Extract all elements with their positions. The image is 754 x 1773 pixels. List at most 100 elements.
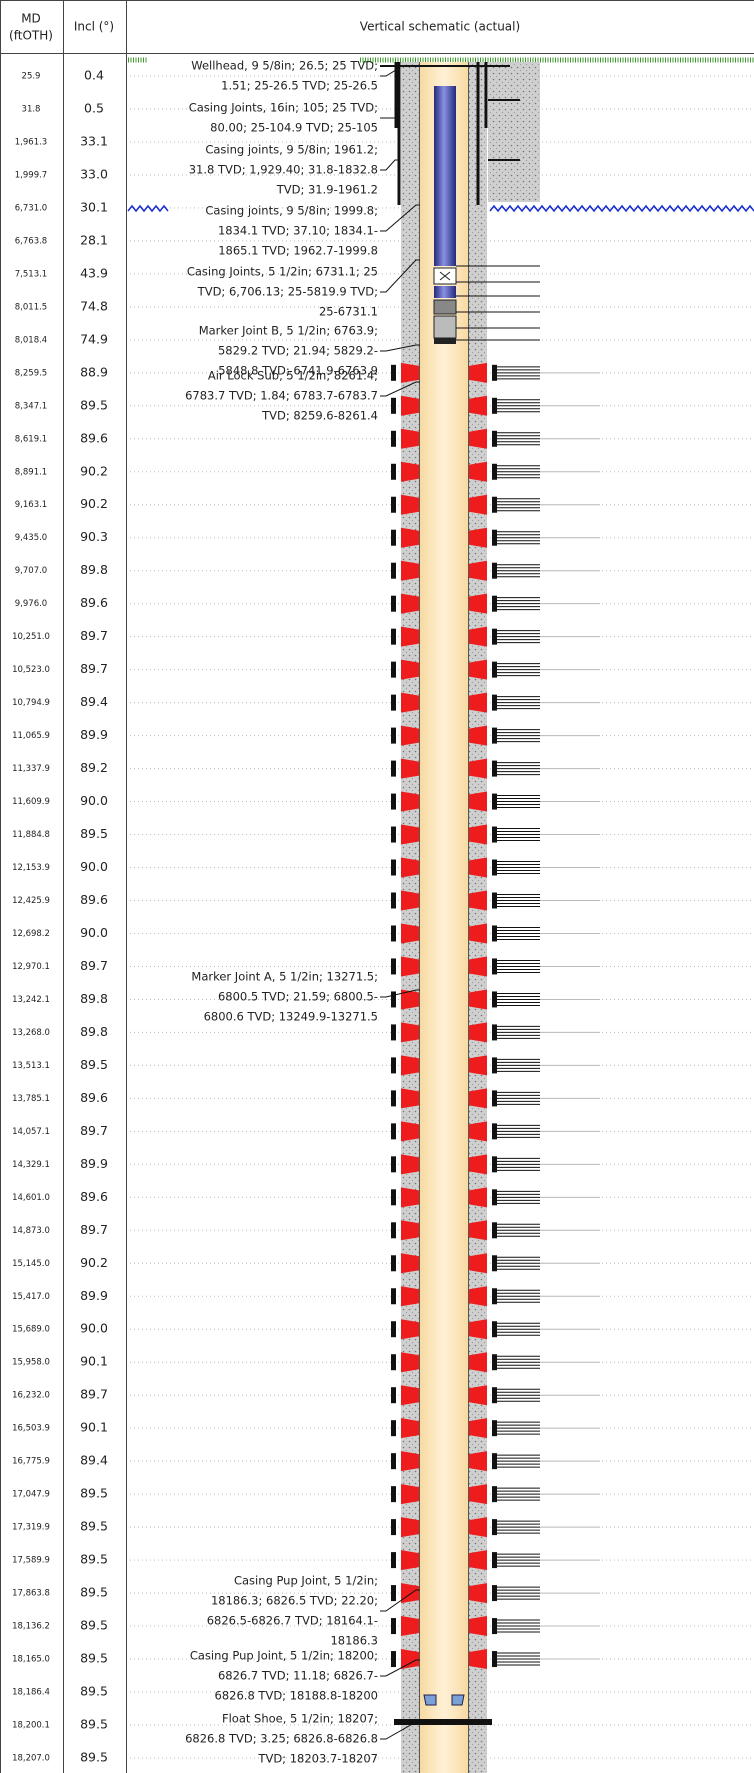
annotation-line: Marker Joint B, 5 1/2in; 6763.9; [199,324,378,338]
incl-value: 89.6 [80,892,108,907]
perforation [469,1319,487,1339]
packer [492,728,497,744]
packer [391,365,396,381]
packer [492,662,497,678]
packer [391,728,396,744]
perforation [469,429,487,449]
incl-value: 90.0 [80,793,108,808]
md-value: 14,873.0 [12,1226,50,1236]
incl-value: 0.4 [84,68,104,83]
perforation [401,1253,419,1273]
incl-value: 89.8 [80,991,108,1006]
annotation-line: 6826.8 TVD; 18188.8-18200 [215,1689,378,1703]
perforation [469,1088,487,1108]
perforation [469,891,487,911]
packer [492,1321,497,1337]
packer [492,958,497,974]
incl-value: 89.5 [80,826,108,841]
md-value: 13,268.0 [12,1028,50,1038]
md-value: 10,251.0 [12,632,50,642]
md-value: 13,513.1 [12,1061,50,1071]
md-value: 1,999.7 [15,170,47,180]
perforation [401,495,419,515]
annotation-line: 6826.8 TVD; 3.25; 6826.8-6826.8 [185,1732,378,1746]
perforation [401,462,419,482]
packer [391,596,396,612]
packer [492,563,497,579]
md-value: 15,145.0 [12,1259,50,1269]
packer [492,596,497,612]
perforation [469,1253,487,1273]
packer [492,497,497,513]
perforation [401,660,419,680]
incl-value: 90.3 [80,529,108,544]
incl-value: 0.5 [84,100,104,115]
perforation [401,1517,419,1537]
packer [492,1123,497,1139]
packer [391,991,396,1007]
incl-value: 89.7 [80,1387,108,1402]
md-value: 10,523.0 [12,665,50,675]
perforation [469,825,487,845]
annotation-line: 80.00; 25-104.9 TVD; 25-105 [210,121,378,135]
packer [492,893,497,909]
perforation [401,1451,419,1471]
perforation [469,923,487,943]
packer [391,1354,396,1370]
component [434,338,456,344]
packer [492,1552,497,1568]
packer [492,860,497,876]
incl-value: 88.9 [80,364,108,379]
component [434,286,456,298]
md-value: 17,863.8 [12,1589,50,1599]
packer [391,1387,396,1403]
header-md: MD [21,12,41,26]
packer [492,1090,497,1106]
perforation [469,462,487,482]
annotation-line: TVD; 8259.6-8261.4 [261,409,378,423]
perforation [401,1550,419,1570]
perforation [469,1220,487,1240]
perforation [401,561,419,581]
annotation-line: TVD; 31.9-1961.2 [276,183,378,197]
incl-value: 89.2 [80,760,108,775]
cement [469,62,487,1773]
packer [391,530,396,546]
perforation [401,396,419,416]
md-value: 18,207.0 [12,1753,50,1763]
md-value: 1,961.3 [15,137,47,147]
perforation [469,1451,487,1471]
md-value: 13,785.1 [12,1094,50,1104]
perforation [401,693,419,713]
perforation [401,1022,419,1042]
perforation [469,528,487,548]
md-value: 16,503.9 [12,1424,50,1434]
packer [391,761,396,777]
packer [391,1519,396,1535]
packer [492,398,497,414]
incl-value: 89.7 [80,1123,108,1138]
perforation [401,1286,419,1306]
perforation [469,1616,487,1636]
md-value: 9,707.0 [15,566,47,576]
md-value: 8,347.1 [15,401,47,411]
md-value: 7,513.1 [15,269,47,279]
packer [391,695,396,711]
incl-value: 89.5 [80,1519,108,1534]
leader-line [380,160,399,170]
perforation [401,594,419,614]
annotation-line: Float Shoe, 5 1/2in; 18207; [222,1712,378,1726]
md-value: 14,057.1 [12,1127,50,1137]
packer [492,1387,497,1403]
packer [492,1156,497,1172]
perforation [401,1385,419,1405]
md-value: 11,337.9 [12,764,50,774]
perforation [469,989,487,1009]
packer [492,1024,497,1040]
incl-value: 74.9 [80,331,108,346]
header-md-unit: (ftOTH) [9,29,53,43]
annotation-line: 18186.3; 6826.5 TVD; 22.20; [211,1594,378,1608]
perforation [401,726,419,746]
annotation-line: 6826.7 TVD; 11.18; 6826.7- [218,1669,378,1683]
perforation [469,726,487,746]
